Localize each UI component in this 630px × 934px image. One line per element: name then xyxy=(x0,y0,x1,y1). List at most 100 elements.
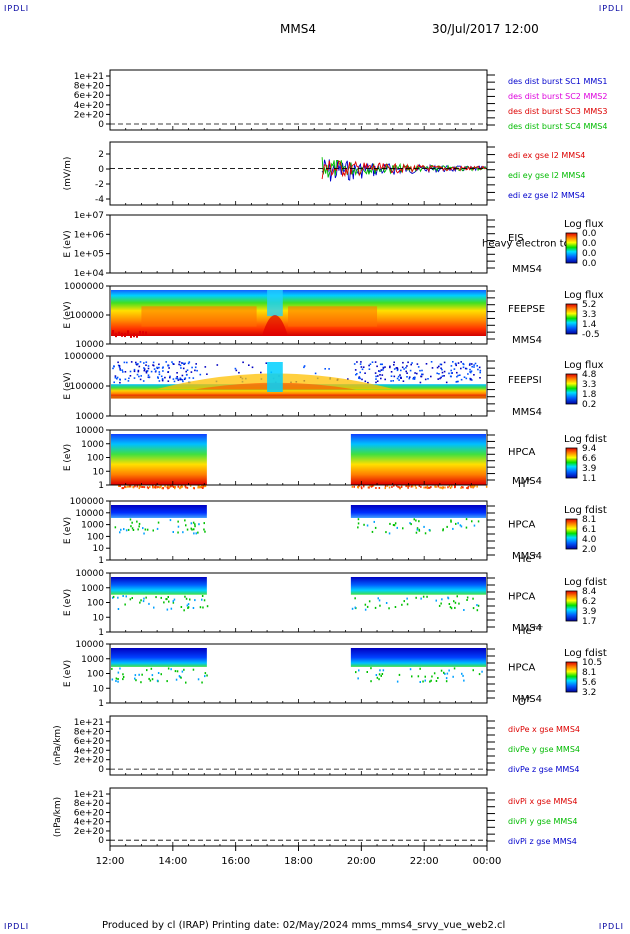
hpca-pixel xyxy=(129,485,131,488)
feepsi-pixel xyxy=(361,378,363,381)
feepse-pixel xyxy=(127,330,129,335)
hpca-pixel xyxy=(204,530,206,533)
hpca-pixel xyxy=(177,525,180,528)
hpca-pixel xyxy=(142,600,145,603)
xtick-label: 00:00 xyxy=(473,856,502,867)
feepsi-pixel xyxy=(403,368,405,370)
feepsi-pixel xyxy=(439,363,442,366)
feepsi-pixel xyxy=(469,377,471,380)
instrument-name: FEEPSI xyxy=(508,375,542,386)
hpca-pixel xyxy=(173,598,176,601)
hpca-pixel xyxy=(476,604,478,607)
hpca-pixel xyxy=(403,600,405,603)
feepsi-pixel xyxy=(180,378,182,381)
hpca-pixel xyxy=(199,486,202,488)
feepsi-pixel xyxy=(364,372,366,374)
hpca-pixel xyxy=(416,528,419,531)
hpca-pixel xyxy=(472,597,474,600)
hpca-pixel xyxy=(131,521,133,524)
feepsi-pixel xyxy=(456,371,458,374)
hpca-pixel xyxy=(156,679,159,682)
feepsi-pixel xyxy=(358,377,360,379)
species-label: He+ xyxy=(518,551,538,565)
hpca-pixel xyxy=(473,524,476,527)
hpca-pixel xyxy=(202,484,204,487)
hpca-pixel xyxy=(418,520,420,523)
hpca-pixel xyxy=(186,486,189,489)
hpca-pixel xyxy=(184,595,186,598)
hpca-pixel xyxy=(357,522,360,525)
hpca-pixel xyxy=(481,670,483,673)
hpca-pixel xyxy=(192,521,195,524)
colorbar-tick: 1.8 xyxy=(582,390,597,400)
feepsi-pixel xyxy=(206,373,208,375)
feepsi-pixel xyxy=(436,366,439,369)
legend-entry: edi ey gse l2 MMS4 xyxy=(508,171,586,180)
hpca-pixel xyxy=(439,486,441,489)
feepsi-pixel xyxy=(465,367,468,370)
feepsi-pixel xyxy=(468,364,471,366)
hpca-pixel xyxy=(184,519,186,522)
hpca-pixel xyxy=(138,487,140,490)
hpca-pixel xyxy=(458,602,460,605)
feepsi-pixel xyxy=(130,361,133,363)
hpca-pixel xyxy=(185,681,187,684)
ytick-label: 6e+20 xyxy=(74,737,105,747)
hpca-pixel xyxy=(197,485,200,488)
hpca-pixel xyxy=(440,602,442,605)
hpca-pixel xyxy=(147,487,150,490)
panel-frame xyxy=(109,214,488,274)
hpca-pixel xyxy=(190,527,192,530)
feepsi-pixel xyxy=(367,381,369,384)
corner-mark-bottom-right: IPDLI xyxy=(598,922,624,931)
feepsi-pixel xyxy=(389,365,391,368)
hpca-pixel xyxy=(467,487,469,490)
ylabel: E (eV) xyxy=(63,589,73,616)
feepsi-pixel xyxy=(172,378,175,380)
hpca-pixel xyxy=(445,677,448,680)
hpca-pixel xyxy=(142,527,144,530)
ytick-label: 4e+20 xyxy=(74,101,105,111)
feepsi-pixel xyxy=(119,381,121,384)
corner-mark-bottom-left: IPDLI xyxy=(4,922,30,931)
feepsi-pixel xyxy=(421,373,424,376)
hpca-pixel xyxy=(119,667,121,670)
feepsi-pixel xyxy=(421,369,423,372)
hpca-pixel xyxy=(140,681,142,684)
feepsi-pixel xyxy=(382,367,385,369)
feepsi-pixel xyxy=(158,363,160,366)
feepsi-pixel xyxy=(324,368,326,370)
colorbar-title: Log fdist xyxy=(564,577,607,588)
colorbar xyxy=(565,303,578,335)
hpca-pixel xyxy=(149,485,151,488)
hpca-pixel xyxy=(150,667,153,670)
hpca-pixel xyxy=(138,525,140,528)
hpca-pixel xyxy=(139,484,142,487)
hpca-pixel xyxy=(416,527,419,530)
feepsi-pixel xyxy=(375,378,377,380)
hpca-pixel xyxy=(437,677,439,679)
hpca-pixel xyxy=(153,606,155,609)
ytick-label: 10 xyxy=(93,684,105,694)
hpca-pixel xyxy=(117,608,120,610)
hpca-pixel xyxy=(174,485,177,488)
feepsi-pixel xyxy=(420,375,422,378)
hpca-pixel xyxy=(463,679,465,682)
hpca-pixel xyxy=(195,532,197,535)
ytick-label: 100000 xyxy=(70,311,105,321)
feepsi-pixel xyxy=(199,373,202,376)
feepsi-pixel xyxy=(156,366,158,369)
feepsi-pixel xyxy=(406,372,408,374)
hpca-pixel xyxy=(197,531,199,534)
hpca-pixel xyxy=(426,485,429,488)
feepsi-pixel xyxy=(179,377,182,380)
hpca-pixel xyxy=(189,598,191,601)
panel-frame xyxy=(109,787,488,847)
hpca-pixel xyxy=(137,528,139,531)
legend-entry: divPi y gse MMS4 xyxy=(508,817,577,826)
hpca-pixel xyxy=(141,673,143,676)
hpca-pixel xyxy=(115,680,117,682)
hpca-pixel xyxy=(201,681,203,684)
feepsi-pixel xyxy=(450,372,453,374)
legend-entry: edi ex gse l2 MMS4 xyxy=(508,151,585,160)
